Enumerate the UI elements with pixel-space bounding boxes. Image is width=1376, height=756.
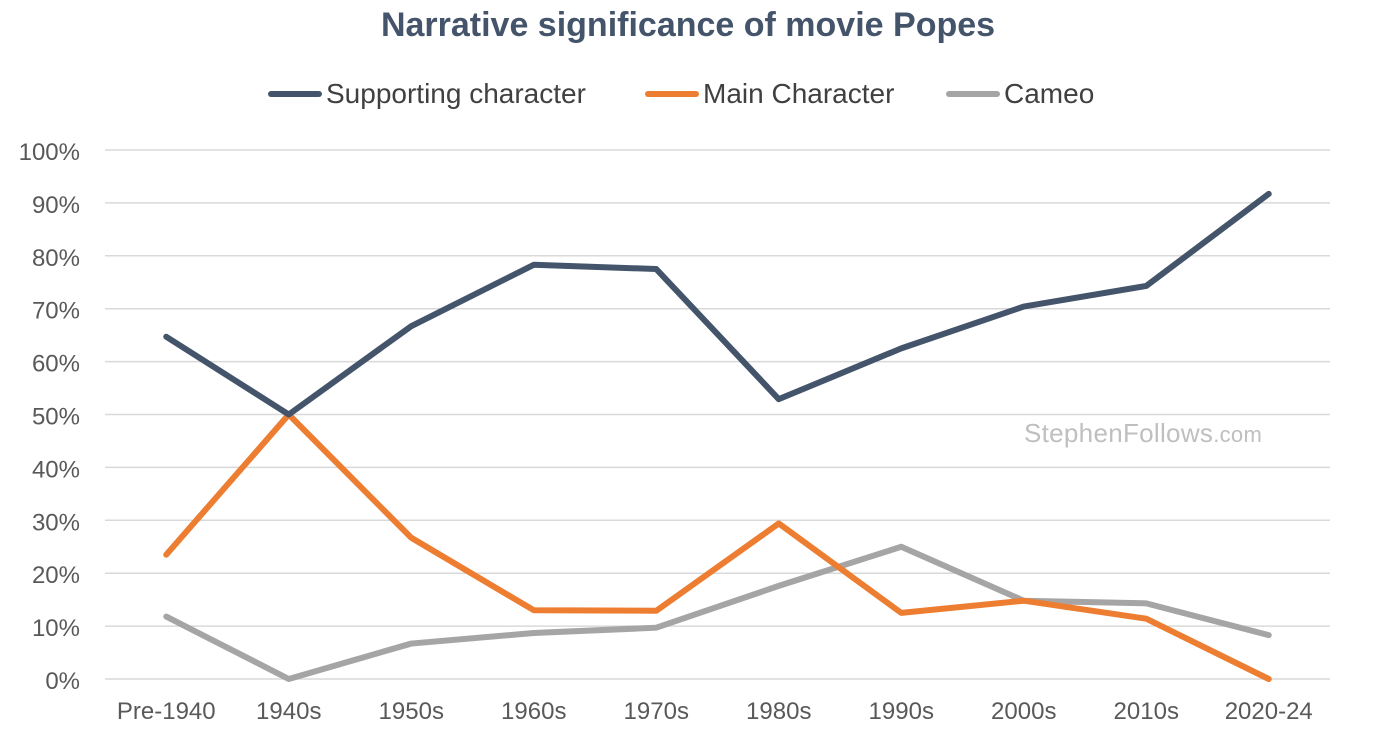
x-tick-label: 1950s xyxy=(379,698,444,725)
y-tick-label: 10% xyxy=(32,615,80,642)
legend-item-main: Main Character xyxy=(645,74,894,114)
legend-item-supporting: Supporting character xyxy=(268,74,586,114)
y-tick-label: 0% xyxy=(45,668,80,695)
x-tick-label: Pre-1940 xyxy=(117,698,216,725)
x-tick-label: 1940s xyxy=(256,698,321,725)
y-tick-label: 50% xyxy=(32,404,80,431)
watermark: StephenFollows.com xyxy=(1024,418,1262,449)
legend: Supporting character Main Character Came… xyxy=(0,74,1376,114)
series-line-cameo xyxy=(163,543,1272,682)
chart-title: Narrative significance of movie Popes xyxy=(380,6,996,44)
y-tick-label: 80% xyxy=(32,245,80,272)
y-tick-label: 60% xyxy=(32,351,80,378)
x-axis: Pre-1940 1940s 1950s 1960s 1970s 1980s 1990s 20… xyxy=(117,698,1313,725)
y-tick-label: 100% xyxy=(19,139,80,166)
y-tick-label: 40% xyxy=(32,456,80,483)
legend-swatch-main xyxy=(645,91,699,97)
series-line-main-character xyxy=(163,411,1272,682)
legend-swatch-cameo xyxy=(946,91,1000,97)
y-tick-label: 30% xyxy=(32,509,80,536)
x-tick-label: 1970s xyxy=(624,698,689,725)
legend-label-main: Main Character xyxy=(703,78,895,109)
x-tick-label: 1990s xyxy=(869,698,934,725)
x-tick-label: 2020-24 xyxy=(1225,698,1313,725)
legend-item-cameo: Cameo xyxy=(946,74,1094,114)
watermark-main: StephenFollows xyxy=(1024,418,1214,448)
legend-label-cameo: Cameo xyxy=(1004,78,1095,109)
x-tick-label: 1980s xyxy=(746,698,811,725)
series-lines xyxy=(163,190,1272,682)
watermark-suffix: .com xyxy=(1213,422,1263,447)
y-tick-label: 90% xyxy=(32,192,80,219)
x-tick-label: 1960s xyxy=(501,698,566,725)
y-tick-label: 20% xyxy=(32,562,80,589)
gridlines xyxy=(105,149,1330,680)
x-tick-label: 2000s xyxy=(991,698,1056,725)
series-line-supporting-character xyxy=(163,190,1272,418)
x-tick-label: 2010s xyxy=(1114,698,1179,725)
y-axis: 0% 10% 20% 30% 40% 50% 60% 70% 80% 90% 100% xyxy=(19,139,80,695)
y-tick-label: 70% xyxy=(32,298,80,325)
legend-label-supporting: Supporting character xyxy=(326,78,586,109)
legend-swatch-supporting xyxy=(268,91,322,97)
